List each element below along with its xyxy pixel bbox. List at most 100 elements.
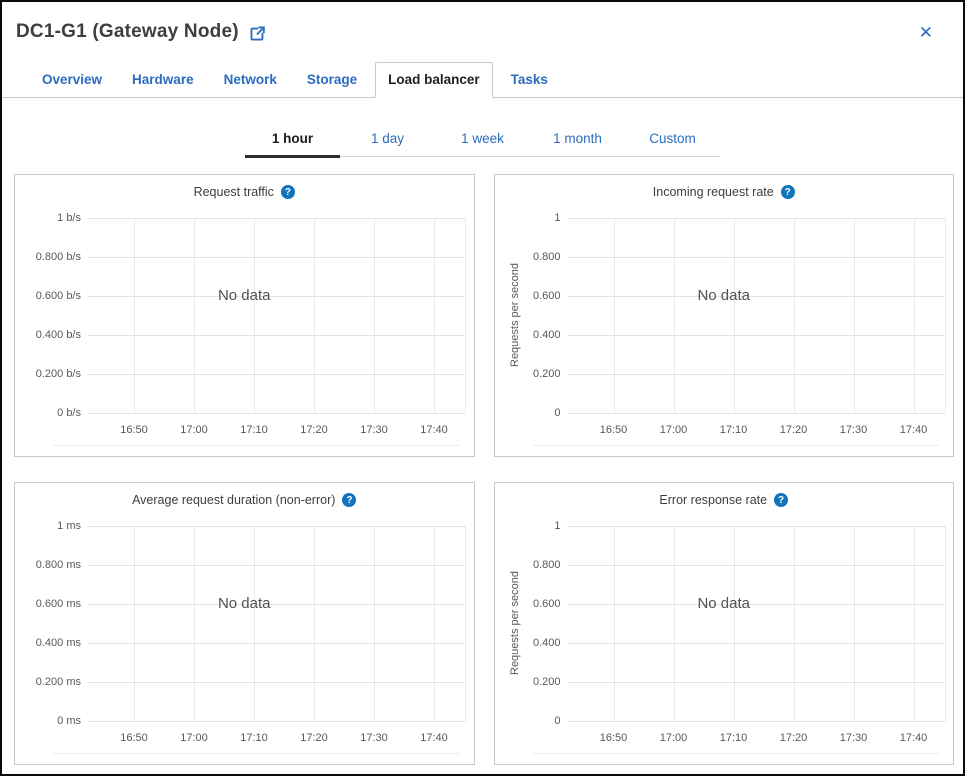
gridline-horizontal <box>567 413 945 414</box>
x-axis-tick-label: 17:30 <box>839 732 868 744</box>
gridline-vertical <box>374 218 375 413</box>
gridline-vertical <box>374 526 375 721</box>
help-icon[interactable]: ? <box>780 185 795 199</box>
time-range-group: 1 hour 1 day 1 week 1 month Custom <box>245 125 720 158</box>
x-axis-tick-label: 17:20 <box>779 424 808 436</box>
time-range-custom[interactable]: Custom <box>649 131 696 146</box>
gridline-horizontal <box>567 526 945 527</box>
legend-divider <box>53 445 460 446</box>
y-axis-tick-label: 0.800 <box>532 251 561 263</box>
time-range-1-day[interactable]: 1 day <box>370 131 405 146</box>
gridline-vertical <box>913 526 915 721</box>
chart-title: Request traffic <box>193 185 274 199</box>
y-axis-tick-label: 0.400 <box>532 329 561 341</box>
tab-load-balancer[interactable]: Load balancer <box>375 62 493 98</box>
x-axis-tick-label: 17:00 <box>659 732 688 744</box>
gridline-vertical <box>254 218 255 413</box>
x-axis-tick-label: 16:50 <box>599 424 628 436</box>
gridline-vertical <box>853 218 855 413</box>
gridline-horizontal <box>88 682 465 683</box>
gridline-horizontal <box>88 335 465 336</box>
x-axis-tick-label: 17:00 <box>180 732 208 744</box>
x-axis-tick-label: 17:40 <box>420 732 448 744</box>
y-axis-tick-label: 0.400 ms <box>35 637 81 649</box>
y-axis-label: Requests per second <box>508 571 521 676</box>
time-range-1-week[interactable]: 1 week <box>461 131 504 146</box>
x-axis-tick-label: 17:30 <box>839 424 868 436</box>
chart-error-response-rate: Error response rate? Requests per second 1… <box>493 482 954 765</box>
gridline-vertical <box>314 218 315 413</box>
gridline-plot-right-edge <box>944 526 946 721</box>
gridline-horizontal <box>567 565 945 566</box>
time-range-1-hour[interactable]: 1 hour <box>245 125 340 158</box>
chart-title: Error response rate <box>659 493 768 507</box>
y-axis-tick-label: 0.400 b/s <box>35 329 81 341</box>
gridline-horizontal <box>567 643 945 644</box>
y-axis-tick-label: 1 b/s <box>57 212 81 224</box>
chart-title: Average request duration (non-error) <box>132 493 336 507</box>
gridline-vertical <box>673 526 675 721</box>
gridline-vertical <box>733 218 735 413</box>
close-icon[interactable]: ✕ <box>918 22 933 42</box>
x-axis-tick-label: 17:10 <box>240 424 268 436</box>
chart-request-traffic: Request traffic? 1 b/s 0.800 b/s 0.600 b/s 0… <box>14 174 475 457</box>
gridline-horizontal <box>88 721 465 722</box>
no-data-message: No data <box>697 595 751 612</box>
gridline-horizontal <box>88 565 465 566</box>
tab-tasks[interactable]: Tasks <box>510 72 548 87</box>
gridline-vertical <box>134 526 135 721</box>
legend-divider <box>532 753 939 754</box>
gridline-vertical <box>314 526 315 721</box>
no-data-message: No data <box>697 287 751 304</box>
gridline-horizontal <box>88 218 465 219</box>
chart-average-request-duration: Average request duration (non-error)? 1 m… <box>14 482 475 765</box>
x-axis-tick-label: 17:40 <box>899 424 928 436</box>
tab-network[interactable]: Network <box>223 72 277 87</box>
y-axis-tick-label: 0.400 <box>532 637 561 649</box>
node-tabs: Overview Hardware Network Storage Load b… <box>2 62 963 98</box>
legend-divider <box>532 445 939 446</box>
tab-hardware[interactable]: Hardware <box>132 72 194 87</box>
y-axis-tick-label: 1 <box>554 212 561 224</box>
external-link-icon[interactable] <box>249 25 266 42</box>
gridline-horizontal <box>88 643 465 644</box>
y-axis-tick-label: 0 <box>554 407 561 419</box>
tab-storage[interactable]: Storage <box>306 72 358 87</box>
gridline-vertical <box>254 526 255 721</box>
gridline-horizontal <box>567 604 945 605</box>
x-axis-tick-label: 17:20 <box>779 732 808 744</box>
gridline-horizontal <box>88 296 465 297</box>
y-axis-tick-label: 0.200 <box>532 368 561 380</box>
header: DC1-G1 (Gateway Node) ✕ <box>2 2 963 62</box>
gridline-horizontal <box>567 374 945 375</box>
gridline-plot-right-edge <box>465 526 466 721</box>
y-axis-tick-label: 0.800 b/s <box>35 251 81 263</box>
y-axis-tick-label: 0 <box>554 715 561 727</box>
help-icon[interactable]: ? <box>774 493 789 507</box>
gridline-horizontal <box>567 335 945 336</box>
gridline-vertical <box>853 526 855 721</box>
gridline-vertical <box>733 526 735 721</box>
gridline-vertical <box>434 526 435 721</box>
help-icon[interactable]: ? <box>342 493 357 507</box>
y-axis-tick-label: 0.200 b/s <box>35 368 81 380</box>
gridline-vertical <box>613 526 615 721</box>
x-axis-tick-label: 16:50 <box>120 424 148 436</box>
y-axis-tick-label: 1 ms <box>57 520 81 532</box>
x-axis-tick-label: 17:20 <box>300 732 328 744</box>
gridline-vertical <box>194 526 195 721</box>
help-icon[interactable]: ? <box>280 185 295 199</box>
gridline-vertical <box>913 218 915 413</box>
time-range-1-month[interactable]: 1 month <box>553 131 602 146</box>
tab-overview[interactable]: Overview <box>42 72 103 87</box>
x-axis-tick-label: 17:40 <box>420 424 448 436</box>
gridline-plot-right-edge <box>944 218 946 413</box>
y-axis-tick-label: 0.600 <box>532 290 561 302</box>
chart-title: Incoming request rate <box>652 185 774 199</box>
gridline-vertical <box>194 218 195 413</box>
y-axis-label: Requests per second <box>508 263 521 368</box>
gridline-vertical <box>613 218 615 413</box>
chart-title-row: Average request duration (non-error)? <box>15 493 474 507</box>
gridline-horizontal <box>88 374 465 375</box>
x-axis-tick-label: 17:20 <box>300 424 328 436</box>
